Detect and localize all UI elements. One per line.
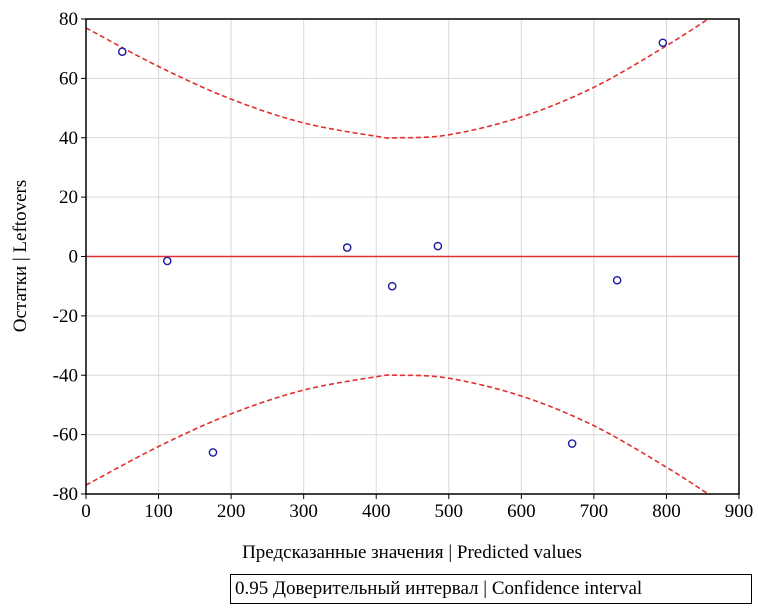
x-axis-ticks: 0 100 200 300 400 500 600 700 800 900 bbox=[81, 494, 753, 522]
data-point bbox=[387, 281, 397, 291]
data-point bbox=[658, 38, 668, 48]
x-tick-label: 900 bbox=[725, 501, 754, 522]
x-axis-title: Предсказанные значения | Predicted value… bbox=[242, 542, 582, 563]
y-axis-title: Остатки | Leftovers bbox=[10, 180, 31, 332]
data-point bbox=[342, 243, 352, 252]
data-point bbox=[117, 47, 127, 56]
y-tick-label: 80 bbox=[59, 9, 78, 30]
y-axis-ticks: -80 -60 -40 -20 0 20 40 60 80 bbox=[53, 9, 86, 505]
legend-label: 0.95 Доверительный интервал | Confidence… bbox=[235, 578, 643, 599]
x-tick-label: 200 bbox=[217, 501, 246, 522]
x-tick-label: 500 bbox=[435, 501, 464, 522]
x-tick-label: 400 bbox=[362, 501, 391, 522]
y-tick-label: -60 bbox=[53, 425, 78, 446]
data-points bbox=[117, 38, 668, 457]
data-point bbox=[208, 448, 218, 457]
data-point bbox=[612, 275, 622, 285]
y-tick-label: -40 bbox=[53, 365, 78, 386]
y-tick-label: -20 bbox=[53, 306, 78, 327]
data-point bbox=[162, 256, 172, 266]
data-point bbox=[567, 439, 577, 448]
x-tick-label: 600 bbox=[507, 501, 536, 522]
x-tick-label: 800 bbox=[652, 501, 681, 522]
lower-confidence-line bbox=[86, 374, 710, 494]
x-tick-label: 100 bbox=[144, 501, 173, 522]
confidence-band bbox=[86, 19, 710, 494]
y-tick-label: 0 bbox=[69, 247, 79, 268]
x-tick-label: 300 bbox=[289, 501, 318, 522]
x-tick-label: 0 bbox=[81, 501, 91, 522]
data-point bbox=[433, 241, 443, 251]
x-tick-label: 700 bbox=[580, 501, 609, 522]
y-tick-label: -80 bbox=[53, 484, 78, 505]
y-tick-label: 60 bbox=[59, 68, 78, 89]
y-tick-label: 20 bbox=[59, 187, 78, 208]
y-tick-label: 40 bbox=[59, 128, 78, 149]
upper-confidence-line bbox=[86, 19, 710, 139]
legend: 0.95 Доверительный интервал | Confidence… bbox=[230, 574, 752, 604]
